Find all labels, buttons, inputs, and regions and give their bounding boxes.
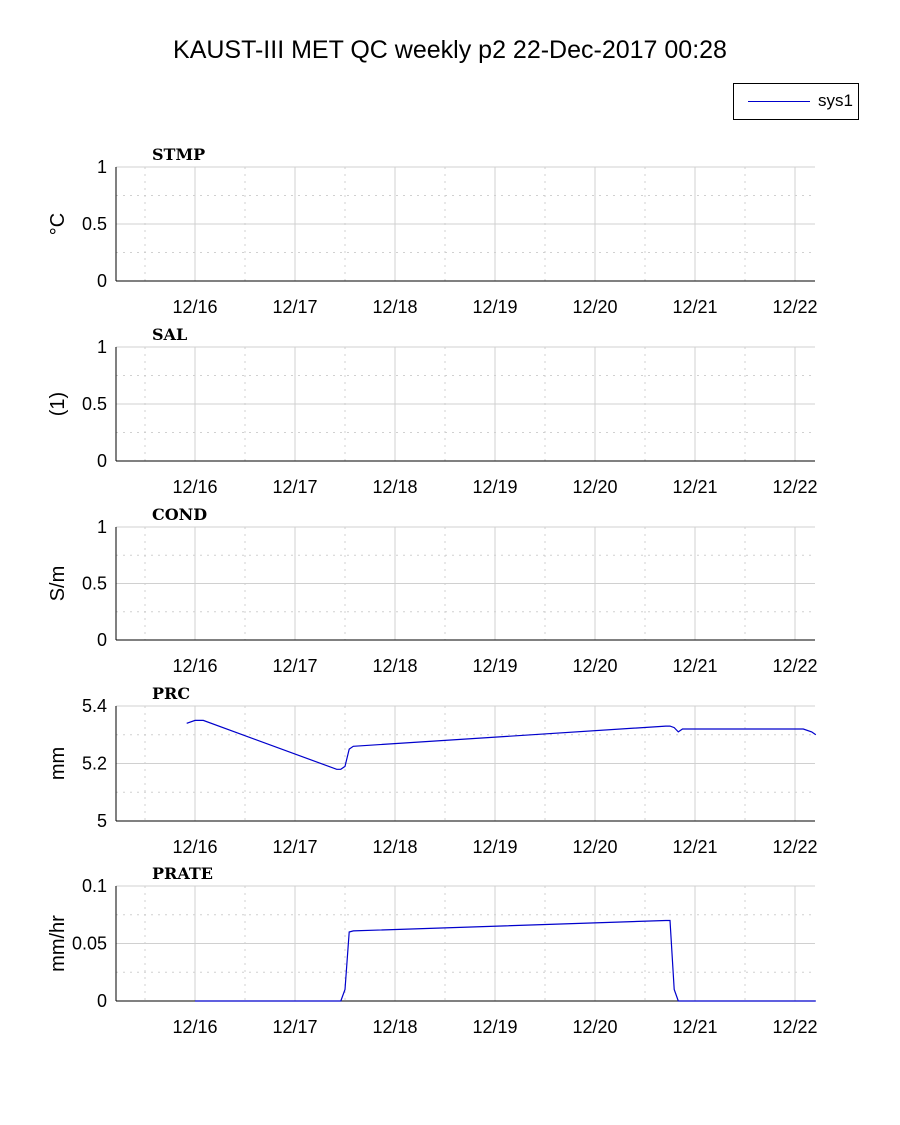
cond-y-tick-label: 0 [97,630,107,650]
prc-x-tick-label: 12/19 [472,837,517,857]
prate-x-tick-label: 12/19 [472,1017,517,1037]
sal-x-tick-label: 12/17 [272,477,317,497]
sal-y-tick-label: 1 [97,337,107,357]
prc-y-tick-label: 5.2 [82,754,107,774]
prate-y-axis-label: mm/hr [47,915,69,972]
cond-x-tick-label: 12/20 [572,656,617,676]
cond-x-tick-label: 12/21 [672,656,717,676]
prc-y-tick-label: 5 [97,811,107,831]
prate-x-tick-label: 12/20 [572,1017,617,1037]
cond-x-tick-label: 12/18 [372,656,417,676]
prate-x-tick-label: 12/22 [772,1017,817,1037]
cond-x-tick-label: 12/19 [472,656,517,676]
prc-x-tick-label: 12/16 [172,837,217,857]
prate-y-tick-label: 0 [97,991,107,1011]
stmp-x-tick-label: 12/20 [572,297,617,317]
prc-panel-title: PRC [152,684,190,703]
prate-x-tick-label: 12/16 [172,1017,217,1037]
stmp-x-tick-label: 12/19 [472,297,517,317]
prate-y-tick-label: 0.1 [82,876,107,896]
cond-panel-title: COND [152,505,207,524]
legend: sys1 [733,83,859,120]
sal-y-tick-label: 0 [97,451,107,471]
prate-series-line-sys1 [195,919,816,1002]
prc-x-tick-label: 12/17 [272,837,317,857]
legend-line-sys1 [748,101,810,102]
prate-x-tick-label: 12/21 [672,1017,717,1037]
prc-x-tick-label: 12/21 [672,837,717,857]
stmp-panel-title: STMP [152,145,205,164]
sal-y-tick-label: 0.5 [82,394,107,414]
sal-x-tick-label: 12/20 [572,477,617,497]
stmp-x-tick-label: 12/22 [772,297,817,317]
prc-y-axis-label: mm [47,747,69,780]
cond-x-tick-label: 12/16 [172,656,217,676]
cond-y-axis-label: S/m [47,566,69,602]
prc-series-line-sys1 [186,719,817,770]
cond-x-tick-label: 12/17 [272,656,317,676]
prc-x-tick-label: 12/22 [772,837,817,857]
sal-x-tick-label: 12/22 [772,477,817,497]
stmp-y-tick-label: 1 [97,157,107,177]
sal-x-tick-label: 12/19 [472,477,517,497]
sal-x-tick-label: 12/16 [172,477,217,497]
prate-x-tick-label: 12/17 [272,1017,317,1037]
stmp-x-tick-label: 12/17 [272,297,317,317]
page-title: KAUST-III MET QC weekly p2 22-Dec-2017 0… [173,36,727,64]
cond-y-tick-label: 1 [97,517,107,537]
legend-label-sys1: sys1 [818,91,853,110]
cond-y-tick-label: 0.5 [82,574,107,594]
stmp-y-axis-label: °C [47,213,69,235]
stmp-x-tick-label: 12/16 [172,297,217,317]
stmp-x-tick-label: 12/21 [672,297,717,317]
stmp-x-tick-label: 12/18 [372,297,417,317]
cond-x-tick-label: 12/22 [772,656,817,676]
stmp-y-tick-label: 0 [97,271,107,291]
sal-x-tick-label: 12/21 [672,477,717,497]
prate-panel-title: PRATE [152,864,213,883]
prc-y-tick-label: 5.4 [82,696,107,716]
sal-x-tick-label: 12/18 [372,477,417,497]
stmp-y-tick-label: 0.5 [82,214,107,234]
prc-x-tick-label: 12/18 [372,837,417,857]
sal-y-axis-label: (1) [47,392,69,416]
prc-x-tick-label: 12/20 [572,837,617,857]
sal-panel-title: SAL [152,325,187,344]
prate-x-tick-label: 12/18 [372,1017,417,1037]
prate-y-tick-label: 0.05 [72,934,107,954]
